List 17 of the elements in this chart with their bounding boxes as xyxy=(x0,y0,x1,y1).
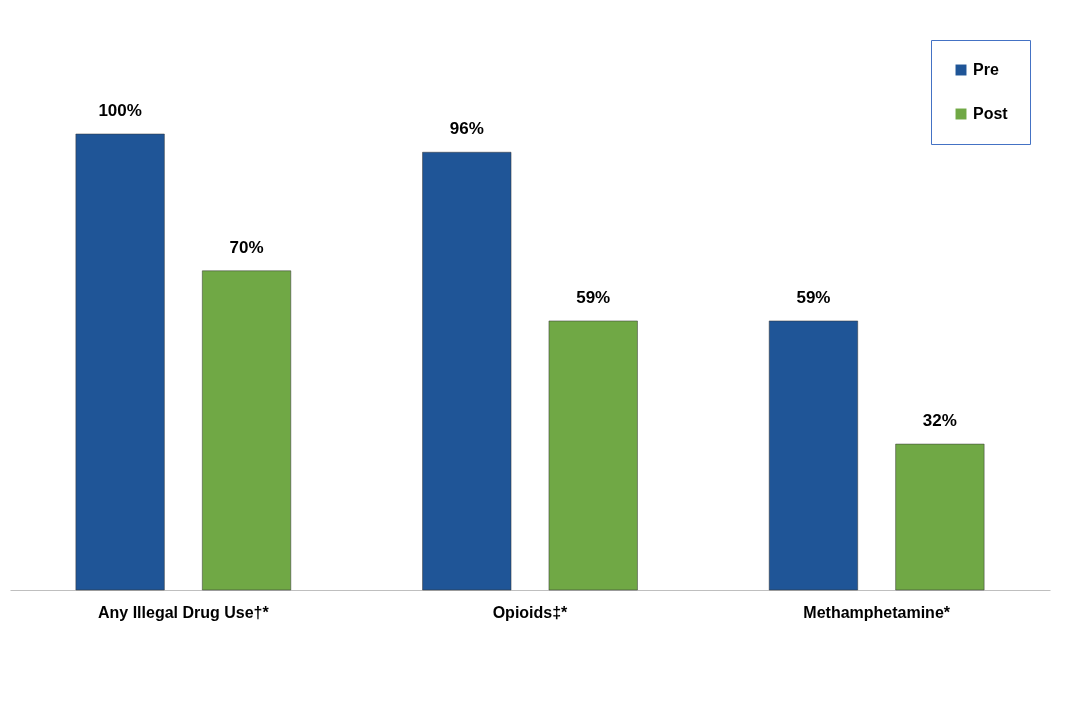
data-label: 100% xyxy=(98,101,142,120)
bar xyxy=(895,443,985,591)
bar xyxy=(75,133,165,591)
data-label: 32% xyxy=(922,411,957,431)
bar xyxy=(768,320,858,591)
x-tick-label: Methamphetamine* xyxy=(803,603,951,621)
data-label: 96% xyxy=(449,119,484,139)
x-tick-label: Any Illegal Drug Use†* xyxy=(97,603,270,621)
legend-label: Pre xyxy=(973,61,999,78)
bar xyxy=(202,270,292,591)
data-label: 59% xyxy=(796,287,831,307)
legend-label: Post xyxy=(973,105,1009,122)
bar xyxy=(422,151,512,591)
x-tick-label: Opioids‡* xyxy=(492,603,569,621)
data-label: 70% xyxy=(229,237,264,257)
bar xyxy=(548,320,638,591)
data-label: 59% xyxy=(576,287,611,307)
